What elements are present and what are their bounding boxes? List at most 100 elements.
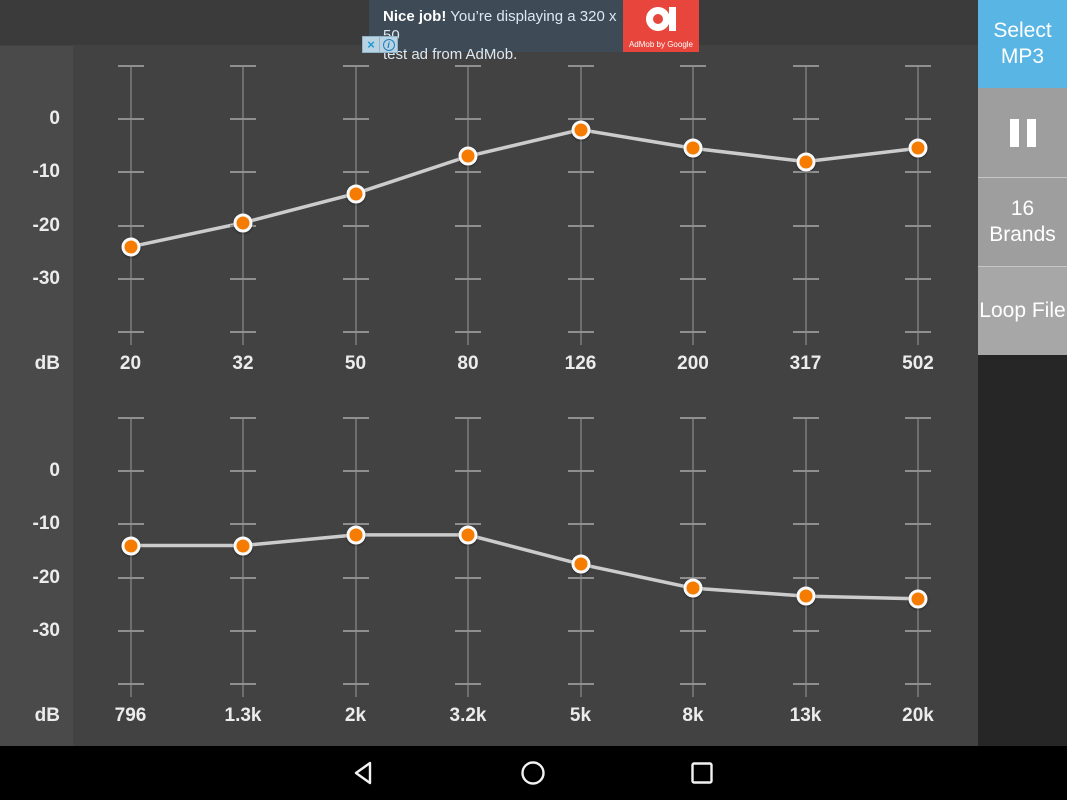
- eq-tick: [230, 683, 256, 685]
- freq-label-32: 32: [232, 353, 254, 374]
- eq-tick: [680, 331, 706, 333]
- eq-tick: [905, 118, 931, 120]
- eq-tick: [342, 683, 369, 685]
- recents-icon[interactable]: [689, 760, 715, 786]
- freq-label-317: 317: [789, 353, 822, 374]
- eq-tick: [455, 683, 481, 685]
- freq-label-502: 502: [902, 353, 934, 374]
- eq-slider-knob-8k[interactable]: [683, 578, 703, 598]
- eq-tick: [455, 64, 481, 67]
- eq-slider-track-1.3k[interactable]: [242, 417, 244, 697]
- eq-tick: [792, 629, 819, 632]
- select-mp3-button[interactable]: Select MP3: [978, 0, 1067, 88]
- eq-tick: [455, 416, 481, 419]
- eq-slider-track-796[interactable]: [129, 417, 132, 697]
- eq-slider-knob-3.2k[interactable]: [458, 525, 478, 545]
- eq-tick: [792, 470, 819, 472]
- eq-tick: [455, 629, 481, 632]
- eq-slider-knob-317[interactable]: [796, 152, 815, 172]
- eq-slider-track-13k[interactable]: [804, 417, 807, 697]
- eq-slider-knob-50[interactable]: [346, 184, 365, 204]
- eq-slider-knob-13k[interactable]: [796, 586, 815, 606]
- eq-tick: [230, 118, 256, 120]
- eq-slider-knob-796[interactable]: [121, 536, 140, 556]
- eq-tick: [905, 277, 931, 280]
- home-icon[interactable]: [520, 760, 546, 786]
- freq-label-200: 200: [677, 353, 709, 374]
- eq-slider-knob-5k[interactable]: [571, 554, 590, 574]
- eq-tick: [905, 683, 931, 685]
- eq-tick: [680, 629, 706, 632]
- eq-slider-track-3.2k[interactable]: [467, 417, 469, 697]
- eq-tick: [117, 629, 144, 632]
- eq-tick: [567, 629, 594, 632]
- ad-info-icon[interactable]: i: [380, 36, 398, 53]
- eq-tick: [567, 523, 594, 526]
- db-unit-label: dB: [34, 353, 60, 374]
- loop-file-button[interactable]: Loop File: [978, 266, 1067, 355]
- eq-tick: [905, 629, 931, 632]
- eq-slider-knob-2k[interactable]: [346, 525, 365, 545]
- eq-tick: [905, 171, 931, 174]
- eq-tick: [567, 64, 594, 67]
- freq-label-8k: 8k: [682, 705, 704, 726]
- eq-tick: [792, 683, 819, 685]
- eq-slider-knob-126[interactable]: [571, 120, 590, 140]
- eq-slider-track-502[interactable]: [917, 65, 919, 345]
- brands-button[interactable]: 16 Brands: [978, 177, 1067, 266]
- eq-slider-knob-80[interactable]: [458, 146, 478, 166]
- db-axis-label: 0: [49, 108, 60, 129]
- eq-tick: [230, 64, 256, 67]
- eq-tick: [680, 576, 706, 579]
- eq-tick: [567, 576, 594, 579]
- eq-slider-track-317[interactable]: [804, 65, 807, 345]
- admob-test-banner[interactable]: Nice job! You’re displaying a 320 x 50 t…: [369, 0, 699, 63]
- eq-tick: [567, 470, 594, 472]
- db-axis-label: -20: [32, 566, 60, 588]
- back-icon[interactable]: [351, 760, 377, 786]
- eq-tick: [567, 416, 594, 419]
- pause-button[interactable]: [978, 88, 1067, 177]
- eq-tick: [905, 416, 931, 419]
- eq-tick: [905, 64, 931, 67]
- eq-tick: [680, 416, 706, 419]
- eq-tick: [230, 331, 256, 333]
- eq-slider-track-20k[interactable]: [917, 417, 919, 697]
- db-axis-label: -10: [32, 161, 60, 183]
- eq-slider-knob-20[interactable]: [121, 237, 140, 257]
- eq-slider-knob-200[interactable]: [683, 138, 703, 158]
- eq-tick: [680, 64, 706, 67]
- eq-tick: [117, 470, 144, 472]
- eq-tick: [117, 416, 144, 419]
- eq-tick: [342, 331, 369, 333]
- eq-slider-track-50[interactable]: [354, 65, 357, 345]
- ad-headline: Nice job!: [383, 8, 447, 25]
- eq-slider-track-80[interactable]: [467, 65, 469, 345]
- eq-slider-knob-1.3k[interactable]: [233, 536, 253, 556]
- ad-text: Nice job! You’re displaying a 320 x 50 t…: [369, 0, 623, 63]
- freq-label-5k: 5k: [569, 705, 592, 726]
- eq-tick: [117, 277, 144, 280]
- eq-tick: [230, 523, 256, 526]
- eq-tick: [342, 118, 369, 120]
- eq-slider-knob-20k[interactable]: [908, 589, 928, 609]
- eq-tick: [567, 331, 594, 333]
- eq-slider-knob-32[interactable]: [233, 213, 253, 233]
- eq-slider-track-8k[interactable]: [692, 417, 694, 697]
- eq-slider-track-126[interactable]: [579, 65, 582, 345]
- eq-tick: [455, 224, 481, 227]
- ad-line2: test ad from AdMob.: [383, 46, 518, 63]
- eq-slider-track-200[interactable]: [692, 65, 694, 345]
- eq-tick: [680, 470, 706, 472]
- eq-slider-track-32[interactable]: [242, 65, 244, 345]
- freq-label-13k: 13k: [789, 705, 822, 726]
- eq-slider-track-2k[interactable]: [354, 417, 357, 697]
- freq-label-796: 796: [114, 705, 147, 726]
- freq-label-2k: 2k: [344, 705, 367, 726]
- info-circle-icon: i: [382, 38, 395, 51]
- ad-close-icon[interactable]: ×: [362, 36, 380, 53]
- eq-tick: [567, 118, 594, 120]
- eq-slider-knob-502[interactable]: [908, 138, 928, 158]
- eq-slider-track-20[interactable]: [129, 65, 132, 345]
